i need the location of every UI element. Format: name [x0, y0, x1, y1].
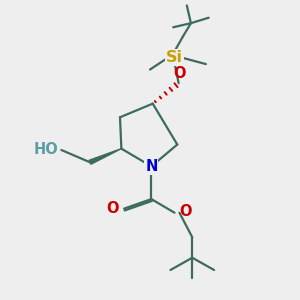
Text: O: O	[179, 204, 192, 219]
Polygon shape	[89, 148, 122, 164]
Text: O: O	[107, 201, 119, 216]
Text: HO: HO	[33, 142, 58, 158]
Text: N: N	[145, 159, 158, 174]
Text: Si: Si	[166, 50, 183, 65]
Text: O: O	[174, 66, 186, 81]
